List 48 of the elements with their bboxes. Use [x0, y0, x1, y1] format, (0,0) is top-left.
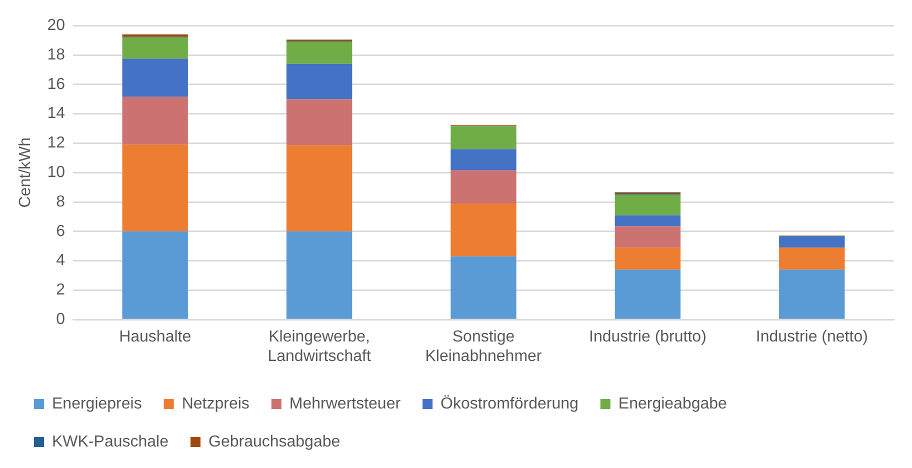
y-tick-label: 4 — [56, 252, 66, 270]
legend-label: Mehrwertsteuer — [289, 395, 402, 412]
bar — [286, 42, 352, 64]
y-tick-label: 14 — [47, 105, 66, 122]
bar — [450, 149, 516, 170]
y-tick-label: 8 — [56, 193, 66, 210]
bar — [450, 170, 516, 204]
bar — [779, 270, 845, 319]
bar — [779, 236, 845, 248]
bar — [122, 144, 188, 232]
y-tick-label: 2 — [56, 282, 66, 299]
y-tick-label: 16 — [47, 76, 66, 93]
bar — [122, 231, 188, 319]
x-tick-label: Sonstige Kleinabhnehmer — [425, 328, 542, 365]
bar — [614, 215, 681, 226]
bar — [614, 194, 681, 216]
legend-label: Ökostromförderung — [440, 394, 578, 412]
bar — [286, 99, 352, 146]
legend-label: Energiepreis — [52, 395, 142, 412]
x-tick-label: Industrie (brutto) — [589, 328, 706, 346]
bar — [122, 34, 188, 37]
bar — [286, 231, 352, 319]
x-tick-label: Kleingewerbe, Landwirtschaft — [268, 328, 372, 365]
legend-label: Netzpreis — [182, 395, 250, 412]
bar — [122, 96, 188, 145]
y-tick-label: 10 — [47, 164, 66, 182]
bar — [450, 203, 516, 256]
bar — [450, 256, 516, 319]
bar — [614, 270, 681, 319]
bar — [450, 126, 516, 150]
bar — [122, 37, 188, 59]
y-tick-label: 18 — [47, 46, 66, 64]
legend-label: Gebrauchsabgabe — [208, 433, 340, 450]
bar — [614, 226, 681, 248]
y-tick-label: 12 — [47, 134, 66, 152]
y-tick-label: 0 — [56, 311, 66, 328]
bar — [286, 145, 352, 232]
bar — [614, 248, 681, 270]
y-axis-title: Cent/kWh — [17, 137, 34, 208]
y-tick-label: 20 — [47, 17, 66, 34]
legend-label: KWK-Pauschale — [52, 433, 169, 450]
x-tick-label: Industrie (netto) — [756, 328, 868, 346]
legend-label: Energieabgabe — [618, 395, 728, 412]
bar — [286, 64, 352, 100]
x-tick-label: Haushalte — [119, 328, 192, 346]
bar — [779, 248, 845, 270]
bar — [122, 58, 188, 97]
y-tick-label: 6 — [56, 222, 66, 240]
